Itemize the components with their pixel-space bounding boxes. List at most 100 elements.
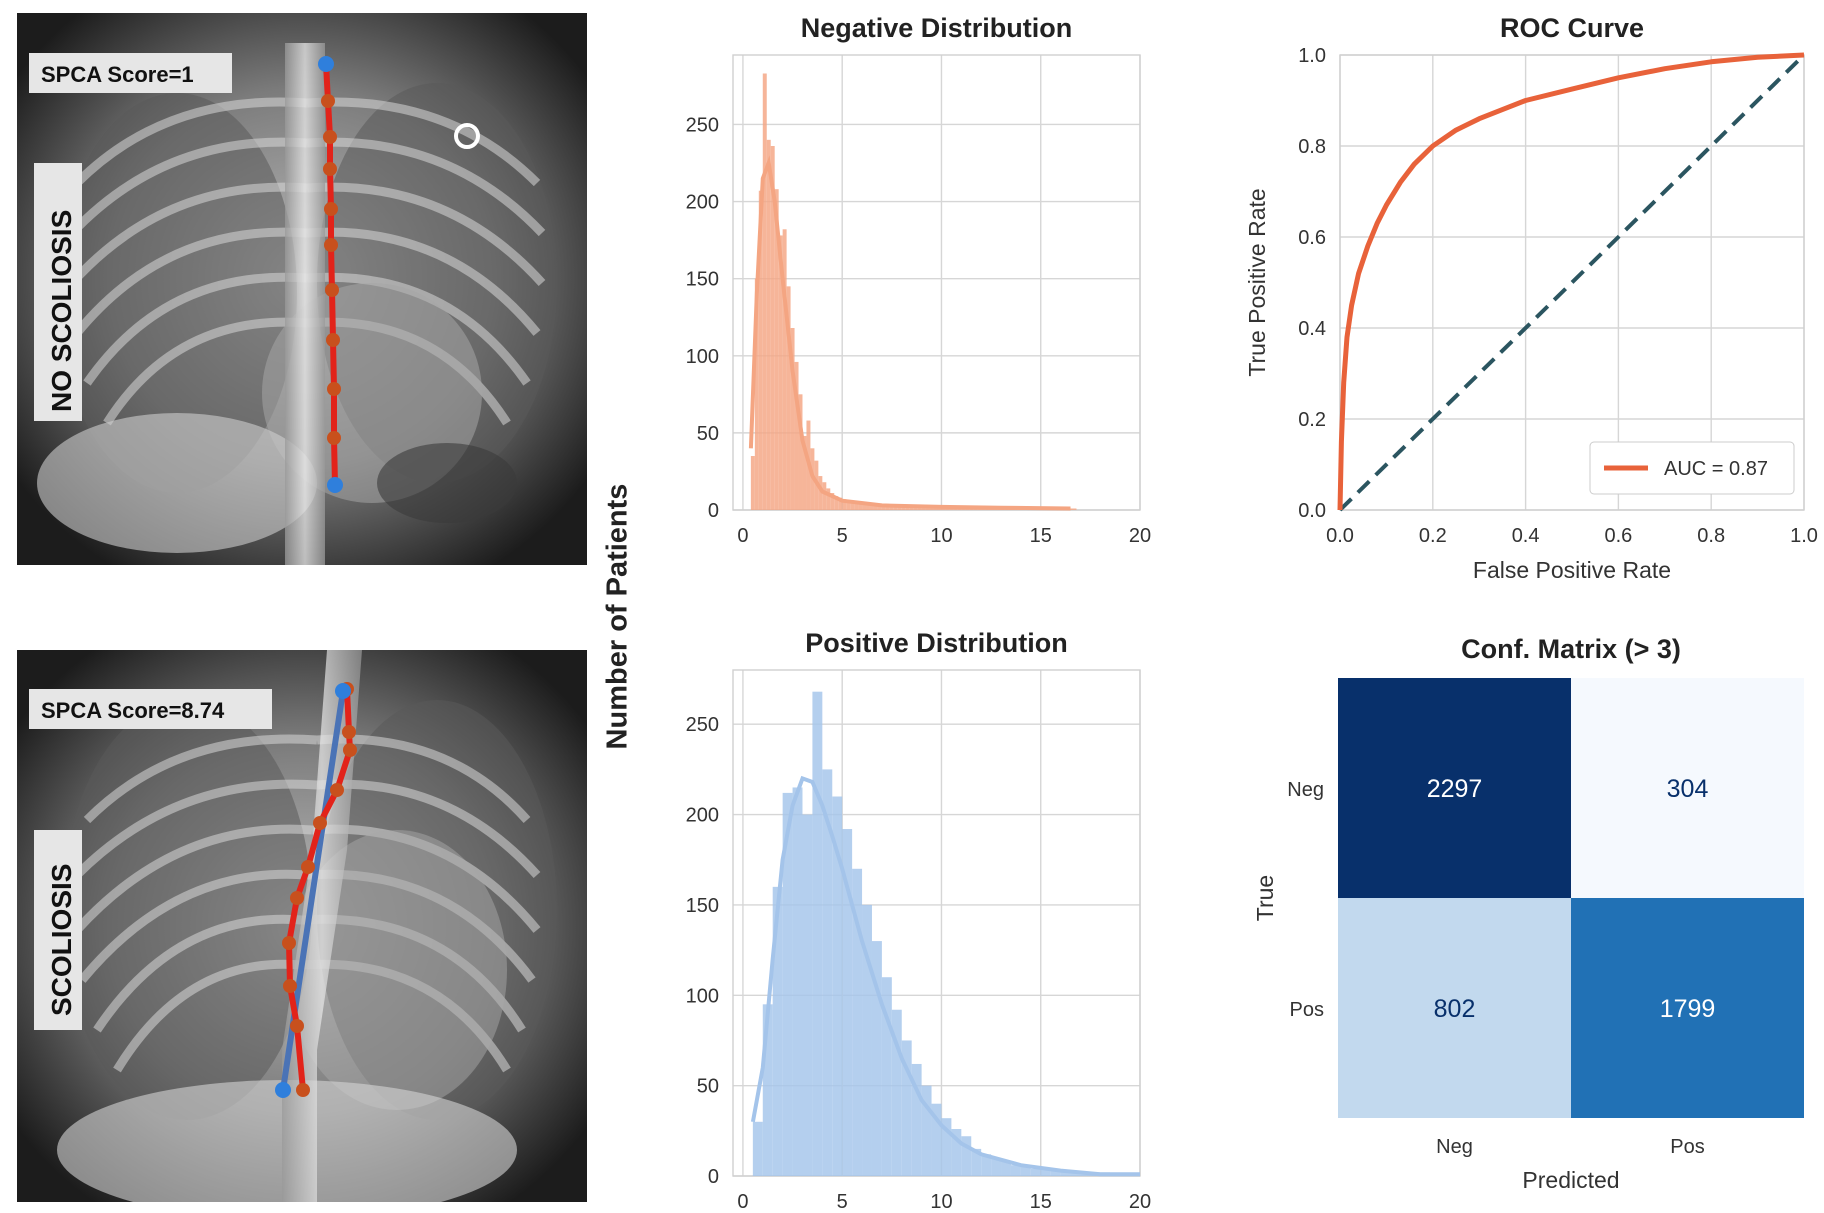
histogram-bar	[953, 508, 958, 510]
histogram-bar	[830, 493, 835, 510]
histogram-bar	[931, 1103, 942, 1176]
xray-image-scoliosis: SPCA Score=8.74 SCOLIOSIS	[17, 650, 587, 1213]
row-label: Neg	[1287, 779, 1324, 801]
x-tick-label: 0.4	[1512, 525, 1540, 547]
x-tick-label: 10	[930, 525, 952, 547]
column-label: Neg	[1436, 1136, 1473, 1158]
y-tick-label: 250	[686, 714, 719, 736]
x-tick-label: 5	[837, 525, 848, 547]
histogram-bar	[866, 503, 870, 510]
histogram-bar	[758, 190, 763, 510]
matrix-cell	[1338, 898, 1571, 1118]
matrix-cell	[1571, 678, 1804, 898]
x-tick-label: 10	[930, 1191, 952, 1213]
histogram-bar	[786, 286, 791, 510]
chart-title: Conf. Matrix (> 3)	[1461, 634, 1681, 664]
column-label: Pos	[1670, 1136, 1704, 1158]
histogram-bar	[881, 977, 892, 1176]
y-tick-label: 1.0	[1298, 45, 1326, 67]
histogram-bar	[971, 1148, 982, 1176]
histogram-bar	[905, 506, 910, 510]
histogram-bar	[1040, 1168, 1051, 1176]
x-tick-label: 20	[1129, 1191, 1151, 1213]
matrix-cell-value: 1799	[1660, 995, 1716, 1023]
histogram-bar	[846, 500, 851, 510]
histogram-bar	[1060, 1170, 1071, 1176]
histogram-bar	[822, 769, 833, 1176]
histogram-bar	[842, 499, 847, 510]
histogram-bar	[889, 505, 894, 510]
histogram-bar	[877, 505, 882, 510]
histogram-bar	[770, 146, 775, 510]
x-tick-label: 15	[1030, 1191, 1052, 1213]
histogram-bar	[834, 496, 839, 510]
histogram-bar	[782, 792, 793, 1176]
histogram-bar	[1020, 1166, 1031, 1176]
y-tick-label: 0	[708, 500, 719, 522]
xray-panel-scoliosis: SPCA Score=8.74 SCOLIOSIS	[17, 650, 587, 1213]
histogram-bar	[762, 73, 767, 510]
matrix-cell-value: 304	[1667, 775, 1709, 803]
x-axis-label: Predicted	[1522, 1167, 1619, 1193]
y-tick-label: 250	[686, 114, 719, 136]
histogram-bar	[917, 506, 922, 510]
x-tick-label: 0.8	[1697, 525, 1725, 547]
histogram-bar	[766, 139, 771, 510]
histogram-bar	[951, 1129, 962, 1176]
kde-curve	[750, 775, 1140, 1177]
histogram-bar	[885, 505, 890, 510]
histogram-bar	[838, 497, 843, 510]
x-tick-label: 20	[1129, 525, 1151, 547]
histogram-bar	[871, 941, 882, 1176]
y-tick-label: 0.4	[1298, 318, 1326, 340]
y-axis-label: True	[1252, 875, 1278, 921]
histogram-bar	[862, 503, 867, 510]
histogram-bar	[750, 456, 755, 510]
chance-diagonal-line	[1338, 53, 1806, 512]
histogram-bar	[1030, 1168, 1041, 1176]
x-tick-label: 0.6	[1604, 525, 1632, 547]
histogram-bar	[941, 1118, 952, 1176]
histogram-bar	[754, 278, 759, 510]
histogram-bar	[1001, 1161, 1011, 1176]
histogram-bar	[909, 506, 914, 510]
histogram-bar	[1050, 1170, 1061, 1176]
x-tick-label: 1.0	[1790, 525, 1818, 547]
histogram-bar	[790, 328, 795, 510]
histogram-bar	[858, 503, 863, 510]
histogram-bar	[1010, 1165, 1021, 1176]
y-axis-label: True Positive Rate	[1244, 188, 1270, 376]
histogram-bar	[792, 787, 803, 1176]
histogram-bar	[869, 505, 874, 510]
y-tick-label: 100	[686, 346, 719, 368]
histogram-bar	[802, 814, 813, 1176]
histogram-bar	[1068, 508, 1073, 510]
matrix-cell-value: 802	[1434, 995, 1476, 1023]
x-tick-label: 0.2	[1419, 525, 1447, 547]
histogram-bar	[1072, 508, 1077, 510]
xray-diagnosis-label: NO SCOLIOSIS	[46, 210, 77, 412]
histogram-bar	[949, 508, 954, 510]
histogram-bar	[794, 361, 799, 510]
histogram-bar	[891, 1009, 902, 1176]
histogram-bar	[901, 506, 906, 510]
histogram-bar	[832, 796, 843, 1176]
y-tick-label: 200	[686, 192, 719, 214]
xray-score-label: SPCA Score=8.74	[41, 698, 225, 723]
y-tick-label: 0.8	[1298, 136, 1326, 158]
histogram-bar	[774, 189, 779, 510]
histogram-bar	[981, 1154, 992, 1176]
histogram-bar	[913, 506, 918, 510]
histogram-bar	[873, 505, 878, 510]
histogram-bar	[897, 506, 902, 510]
y-tick-label: 200	[686, 805, 719, 827]
histogram-bar	[901, 1040, 912, 1176]
x-tick-label: 5	[837, 1191, 848, 1213]
y-tick-label: 50	[697, 1076, 719, 1098]
y-tick-label: 0.6	[1298, 227, 1326, 249]
histogram-bar	[911, 1063, 922, 1176]
histogram-bar	[752, 1121, 763, 1176]
y-tick-label: 100	[686, 985, 719, 1007]
histogram-bar	[772, 886, 783, 1176]
